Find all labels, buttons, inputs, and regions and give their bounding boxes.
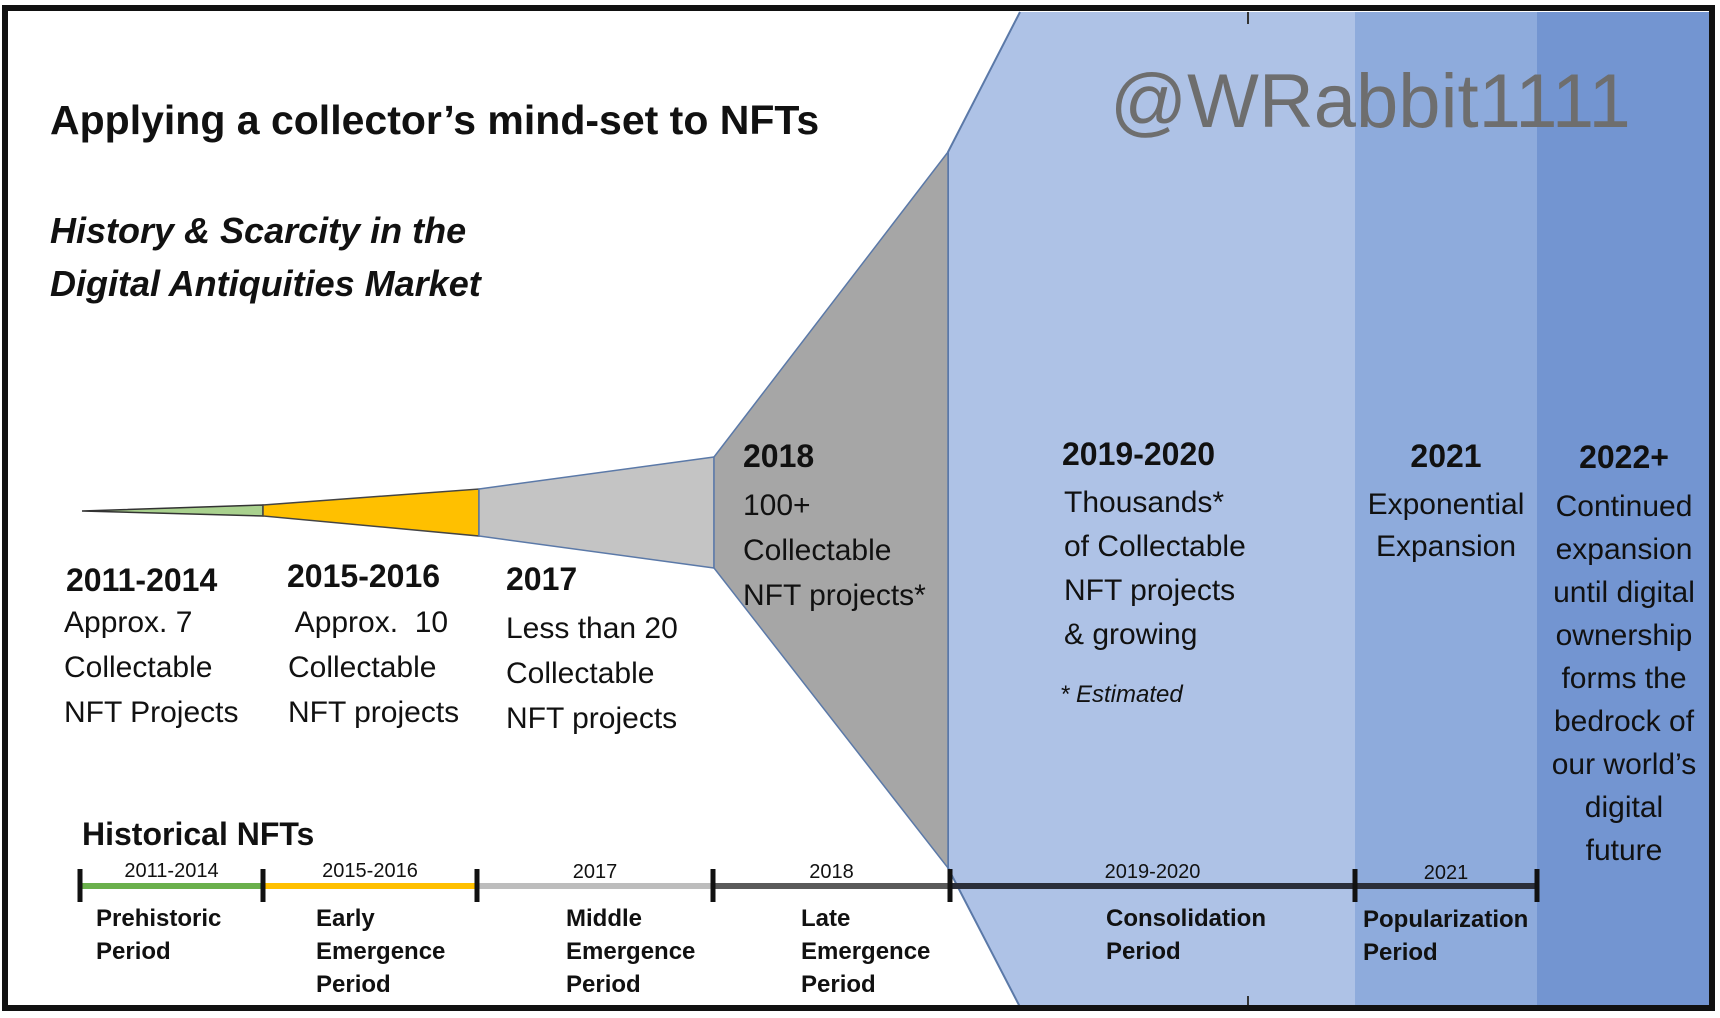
diagram-subtitle-line1: History & Scarcity in the xyxy=(50,210,467,251)
period-middle-emergence: Middle Emergence Period xyxy=(566,905,696,998)
watermark-handle: @WRabbit1111 xyxy=(1110,59,1631,144)
era-desc-2017: Less than 20 Collectable NFT projects xyxy=(506,612,678,735)
era-desc-2019-2020: Thousands* of Collectable NFT projects &… xyxy=(1064,486,1246,651)
diagram-title: Applying a collector’s mind-set to NFTs xyxy=(50,97,820,143)
expansion-area-2019-2020 xyxy=(948,12,1355,1007)
era-desc-2011-2014: Approx. 7 Collectable NFT Projects xyxy=(64,606,239,729)
era-years-2018: 2018 xyxy=(743,438,815,474)
era-desc-2018: 100+ Collectable NFT projects* xyxy=(743,489,926,612)
timeline-label-2021: 2021 xyxy=(1423,862,1469,884)
timeline-label-2011-2014: 2011-2014 xyxy=(124,860,219,882)
era-years-2017: 2017 xyxy=(506,561,578,597)
era-desc-2015-2016: Approx. 10 Collectable NFT projects xyxy=(288,606,460,729)
era-desc-2022: Continued expansion until digital owners… xyxy=(1551,490,1697,867)
expansion-area-2022 xyxy=(1537,12,1711,1007)
era-desc-2021: Exponential Expansion xyxy=(1367,488,1525,563)
timeline-label-2019-2020: 2019-2020 xyxy=(1104,861,1201,883)
era-years-2015-2016: 2015-2016 xyxy=(287,558,441,594)
timeline-label-2017: 2017 xyxy=(572,861,618,883)
expansion-area-2021 xyxy=(1355,12,1537,1007)
timeline-ticks xyxy=(77,869,1540,902)
frame-border xyxy=(2,5,1715,1011)
funnel-segment-2017 xyxy=(478,456,715,569)
period-late-emergence: Late Emergence Period xyxy=(801,905,931,998)
timeline-heading: Historical NFTs xyxy=(82,816,315,852)
funnel-segment-2011-2014 xyxy=(81,504,264,517)
era-years-2011-2014: 2011-2014 xyxy=(66,562,218,598)
timeline-label-2015-2016: 2015-2016 xyxy=(322,860,418,882)
timeline-label-2018: 2018 xyxy=(809,861,854,883)
funnel-segment-2018 xyxy=(713,149,949,871)
era-years-2019-2020: 2019-2020 xyxy=(1062,436,1216,472)
era-years-2022: 2022+ xyxy=(1579,439,1669,475)
funnel-segment-2015-2016 xyxy=(262,488,480,537)
diagram-subtitle-line2: Digital Antiquities Market xyxy=(50,263,481,304)
period-popularization: Popularization Period xyxy=(1363,906,1529,966)
period-prehistoric: Prehistoric Period xyxy=(96,905,222,965)
period-consolidation: Consolidation Period xyxy=(1106,905,1266,965)
estimate-note: * Estimated xyxy=(1060,681,1183,708)
period-early-emergence: Early Emergence Period xyxy=(316,905,446,998)
era-years-2021: 2021 xyxy=(1410,438,1482,474)
